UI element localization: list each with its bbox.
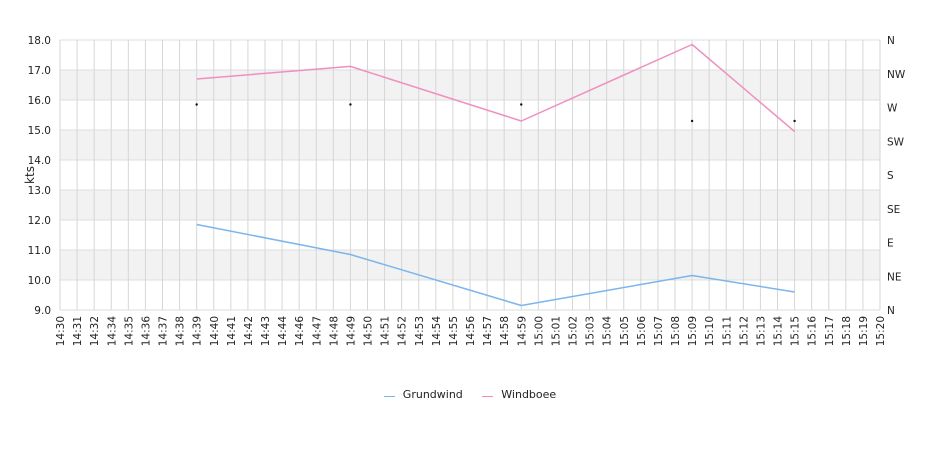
y2-axis: N NE E SE S SW W NW N: [887, 35, 906, 317]
x-tick-label: 15:17: [824, 316, 836, 346]
x-tick-label: 14:38: [175, 316, 187, 346]
y-tick-label: 10.0: [28, 275, 51, 287]
x-tick-label: 15:12: [738, 316, 750, 346]
legend-swatch-grundwind: [383, 396, 395, 397]
direction-marker: [349, 103, 352, 106]
y-tick-label: 14.0: [28, 155, 51, 167]
x-tick-label: 14:51: [380, 316, 392, 346]
series-lines: [196, 43, 796, 307]
x-tick-label: 14:58: [499, 316, 511, 346]
legend: Grundwind Windboee: [0, 385, 940, 401]
y-tick-label: 9.0: [34, 305, 51, 317]
y2-tick-label: W: [887, 103, 898, 115]
x-tick-label: 14:32: [89, 316, 101, 346]
direction-marker: [793, 119, 796, 123]
x-tick-label: 15:10: [704, 316, 716, 346]
x-tick-label: 15:05: [619, 316, 631, 346]
x-tick-label: 14:46: [294, 316, 306, 347]
direction-markers: [195, 103, 796, 123]
x-tick-label: 14:59: [516, 316, 528, 346]
series-line-windboee: [196, 43, 796, 133]
x-tick-label: 15:08: [670, 316, 682, 346]
x-tick-label: 15:06: [636, 316, 648, 347]
x-axis: 14:30 14:31 14:32 14:34 14:35 14:36 14:37 14:38…: [55, 316, 887, 347]
legend-label-windboee: Windboee: [501, 388, 557, 401]
x-tick-label: 15:13: [755, 316, 767, 346]
x-tick-label: 14:57: [482, 316, 494, 346]
x-tick-label: 15:18: [841, 316, 853, 346]
y-tick-label: 13.0: [28, 185, 51, 197]
legend-item-windboee[interactable]: Windboee: [482, 388, 556, 401]
legend-label-grundwind: Grundwind: [402, 388, 463, 401]
y-axis: 9.0 10.0 11.0 12.0 13.0 14.0 15.0 16.0 17.0 18.0: [28, 35, 51, 317]
x-tick-label: 15:07: [653, 316, 665, 346]
x-tick-label: 15:11: [721, 316, 733, 346]
y2-tick-label: N: [887, 305, 895, 317]
x-tick-label: 14:42: [243, 316, 255, 346]
direction-marker: [690, 119, 694, 123]
y2-tick-label: N: [887, 35, 895, 47]
x-tick-label: 14:55: [448, 316, 460, 346]
x-tick-label: 14:31: [72, 316, 84, 346]
y-tick-label: 12.0: [28, 215, 51, 227]
x-tick-label: 14:40: [209, 316, 221, 346]
legend-item-grundwind[interactable]: Grundwind: [383, 388, 463, 401]
x-tick-label: 15:03: [585, 316, 597, 346]
x-tick-label: 15:15: [790, 316, 802, 346]
x-tick-label: 14:48: [328, 316, 340, 346]
y2-tick-label: NW: [887, 69, 906, 81]
series-line-grundwind: [196, 223, 795, 307]
x-tick-label: 15:04: [602, 316, 614, 347]
y2-tick-label: NE: [887, 271, 902, 283]
plot-grid: [59, 39, 881, 311]
y2-tick-label: SE: [887, 204, 900, 216]
x-tick-label: 15:02: [568, 316, 580, 346]
x-tick-label: 15:09: [687, 316, 699, 346]
y-tick-label: 16.0: [28, 95, 51, 107]
x-tick-label: 15:19: [858, 316, 870, 346]
x-tick-label: 14:53: [414, 316, 426, 346]
x-tick-label: 14:49: [345, 316, 357, 346]
x-tick-label: 14:43: [260, 316, 272, 346]
y-tick-label: 11.0: [28, 245, 51, 257]
legend-swatch-windboee: [482, 396, 494, 397]
x-tick-label: 14:36: [140, 316, 152, 347]
x-tick-label: 14:41: [226, 316, 238, 346]
x-tick-label: 14:35: [123, 316, 135, 346]
direction-marker: [195, 103, 198, 106]
x-tick-label: 14:39: [192, 316, 204, 346]
x-tick-label: 14:50: [363, 316, 375, 346]
x-tick-label: 14:37: [158, 316, 170, 346]
x-tick-label: 14:34: [106, 316, 118, 347]
x-tick-label: 14:44: [277, 316, 289, 347]
x-tick-label: 14:52: [397, 316, 409, 346]
y2-tick-label: S: [887, 170, 894, 182]
x-tick-label: 14:30: [55, 316, 67, 346]
x-tick-label: 14:54: [431, 316, 443, 347]
x-tick-label: 15:14: [773, 316, 785, 347]
x-tick-label: 14:56: [465, 316, 477, 347]
x-tick-label: 15:16: [807, 316, 819, 347]
y2-tick-label: SW: [887, 136, 905, 148]
y-tick-label: 17.0: [28, 65, 51, 77]
direction-marker: [520, 103, 523, 106]
y-axis-label: kts: [23, 166, 37, 184]
y2-tick-label: E: [887, 238, 894, 250]
x-tick-label: 14:47: [311, 316, 323, 346]
y-tick-label: 15.0: [28, 125, 51, 137]
x-tick-label: 15:01: [550, 316, 562, 346]
x-tick-label: 15:00: [533, 316, 545, 346]
x-tick-label: 15:20: [875, 316, 887, 346]
y-tick-label: 18.0: [28, 35, 51, 47]
